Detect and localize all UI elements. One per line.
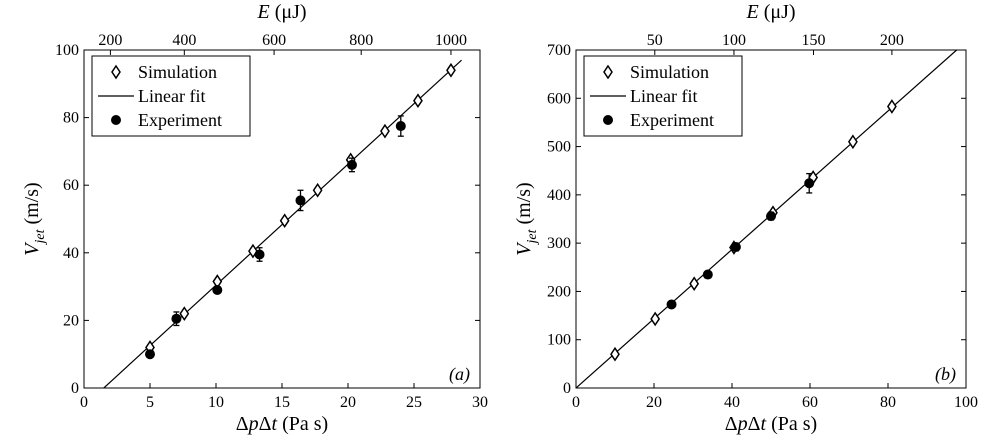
- y-tick-label: 600: [547, 90, 571, 107]
- x-tick-label: 10: [208, 394, 224, 411]
- y-tick-label: 400: [547, 187, 571, 204]
- x-tick-label: 60: [802, 394, 818, 411]
- simulation-point: [610, 346, 620, 362]
- experiment-point: [804, 178, 815, 189]
- y-tick-label: 0: [563, 380, 571, 397]
- experiment-point: [254, 249, 265, 260]
- x-axis-label: ΔpΔt (Pa s): [236, 413, 328, 435]
- chart-panel-1: 0 5 10 15 20 25 30 0 20 40 60 80 100 200 400 600 800 1000…: [21, 1, 488, 435]
- top-tick-label: 600: [262, 32, 286, 49]
- panel-tag: (b): [935, 364, 956, 385]
- experiment-point: [295, 195, 306, 206]
- data-layer: [103, 59, 462, 388]
- top-axis-label: E (μJ): [745, 1, 795, 23]
- y-axis-label: Vjet (m/s): [21, 182, 48, 255]
- experiment-point: [730, 242, 741, 253]
- legend-circle-marker: [603, 115, 613, 125]
- x-tick-label: 30: [472, 394, 488, 411]
- x-tick-label: 100: [954, 394, 978, 411]
- legend: Simulation Linear fit Experiment: [91, 55, 251, 137]
- simulation-point: [446, 62, 456, 78]
- y-tick-label: 500: [547, 139, 571, 156]
- experiment-point: [666, 299, 677, 310]
- x-tick-label: 0: [572, 394, 580, 411]
- simulation-point: [689, 276, 700, 292]
- legend-label: Experiment: [630, 110, 714, 130]
- y-tick-label: 0: [71, 380, 79, 397]
- legend-label: Simulation: [630, 62, 709, 82]
- x-tick-label: 0: [80, 394, 88, 411]
- x-tick-label: 5: [146, 394, 154, 411]
- simulation-point: [179, 306, 190, 321]
- x-tick-label: 80: [880, 394, 896, 411]
- top-tick-label: 100: [722, 32, 746, 49]
- x-tick-label: 20: [340, 394, 356, 411]
- simulation-point: [312, 182, 323, 198]
- legend-diamond-marker: [111, 64, 121, 80]
- y-tick-label: 200: [547, 283, 571, 300]
- y-tick-label: 300: [547, 235, 571, 252]
- simulation-point: [650, 311, 661, 327]
- legend-label: Simulation: [138, 62, 217, 82]
- simulation-point: [847, 134, 858, 150]
- experiment-point: [212, 284, 223, 295]
- y-tick-label: 60: [63, 177, 79, 194]
- top-axis-label: E (μJ): [256, 1, 306, 23]
- experiment-point: [395, 121, 406, 132]
- x-tick-label: 20: [646, 394, 662, 411]
- legend-label: Experiment: [138, 110, 222, 130]
- legend-label: Linear fit: [630, 86, 697, 106]
- y-tick-label: 100: [55, 42, 79, 59]
- top-tick-label: 50: [647, 32, 663, 49]
- x-tick-label: 15: [274, 394, 290, 411]
- legend-diamond-marker: [603, 64, 613, 80]
- simulation-point: [886, 99, 897, 114]
- experiment-point: [702, 269, 713, 280]
- simulation-point: [279, 213, 290, 229]
- plot-frame: [575, 49, 967, 389]
- data-layer: [576, 50, 958, 388]
- legend-circle-marker: [111, 115, 121, 125]
- x-tick-label: 25: [406, 394, 422, 411]
- top-tick-label: 1000: [435, 32, 467, 49]
- top-tick-label: 200: [880, 32, 904, 49]
- top-tick-label: 400: [172, 32, 196, 49]
- y-tick-label: 20: [63, 312, 79, 329]
- experiment-point: [766, 211, 776, 222]
- top-tick-label: 800: [349, 32, 373, 49]
- experiment-point: [171, 313, 182, 324]
- top-tick-label: 150: [802, 32, 826, 49]
- experiment-point: [145, 349, 155, 360]
- simulation-point: [413, 93, 423, 109]
- legend-label: Linear fit: [138, 86, 205, 106]
- x-axis-label: ΔpΔt (Pa s): [725, 413, 817, 435]
- y-tick-label: 40: [63, 245, 79, 262]
- top-tick-label: 200: [98, 32, 122, 49]
- simulation-point: [380, 123, 390, 139]
- y-tick-label: 700: [547, 42, 571, 59]
- y-axis-label: Vjet (m/s): [513, 182, 540, 255]
- y-tick-label: 100: [547, 332, 571, 349]
- x-tick-label: 40: [724, 394, 740, 411]
- y-tick-label: 80: [63, 110, 79, 127]
- legend: Simulation Linear fit Experiment: [583, 55, 743, 137]
- panel-tag: (a): [449, 364, 470, 385]
- chart-panel-2: 0 20 40 60 80 100 0 100 200 300 400 500 600 700 50 100 1…: [513, 1, 978, 435]
- experiment-point: [346, 159, 357, 170]
